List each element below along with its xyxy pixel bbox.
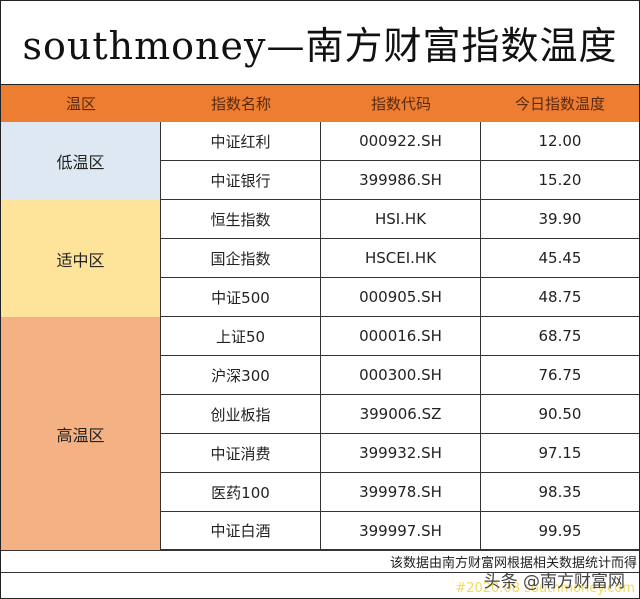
index-name: 创业板指 <box>161 395 321 433</box>
index-code: 399986.SH <box>321 161 481 199</box>
index-name: 医药100 <box>161 473 321 511</box>
index-code: 399932.SH <box>321 434 481 472</box>
index-name: 国企指数 <box>161 239 321 277</box>
index-temperature: 97.15 <box>538 444 582 462</box>
table-header: 温区 指数名称 指数代码 今日指数温度 <box>1 85 639 122</box>
index-code: 000016.SH <box>321 317 481 355</box>
table-row: 中证500 000905.SH 48.75 <box>161 278 639 317</box>
index-temperature: 39.90 <box>538 210 582 228</box>
table-row: 沪深300 000300.SH 76.75 <box>161 356 639 395</box>
table-row: 中证红利 000922.SH 12.00 <box>161 122 639 161</box>
source-note: 该数据由南方财富网根据相关数据统计而得 <box>1 550 639 573</box>
index-temperature: 45.45 <box>538 249 582 267</box>
index-code: 000905.SH <box>321 278 481 316</box>
index-name: 沪深300 <box>161 356 321 394</box>
table-row: 恒生指数 HSI.HK 39.90 <box>161 200 639 239</box>
index-name: 恒生指数 <box>161 200 321 238</box>
table-row: 创业板指 399006.SZ 90.50 <box>161 395 639 434</box>
index-temperature: 99.95 <box>538 521 582 540</box>
index-name: 中证银行 <box>161 161 321 199</box>
table-row: 中证银行 399986.SH 15.20 <box>161 161 639 200</box>
header-index-name: 指数名称 <box>210 95 271 113</box>
index-code: HSI.HK <box>321 200 481 238</box>
index-temperature: 68.75 <box>538 327 582 345</box>
header-today-temperature: 今日指数温度 <box>514 95 605 113</box>
index-temperature: 12.00 <box>538 132 582 150</box>
index-code: 399997.SH <box>321 512 481 549</box>
header-index-code: 指数代码 <box>370 95 431 113</box>
table-row: 医药100 399978.SH 98.35 <box>161 473 639 512</box>
index-name: 中证500 <box>161 278 321 316</box>
index-name: 中证白酒 <box>161 512 321 549</box>
header-zone: 温区 <box>65 95 96 113</box>
index-temperature: 76.75 <box>538 366 582 384</box>
table-row: 中证白酒 399997.SH 99.95 <box>161 512 639 550</box>
watermark-site: #2020.08 southmoney.com <box>455 581 635 596</box>
index-code: 399006.SZ <box>321 395 481 433</box>
page-title: southmoney—南方财富指数温度 <box>1 1 639 85</box>
index-code: 000300.SH <box>321 356 481 394</box>
index-code: 000922.SH <box>321 122 481 160</box>
index-code: HSCEI.HK <box>321 239 481 277</box>
index-name: 中证消费 <box>161 434 321 472</box>
index-code: 399978.SH <box>321 473 481 511</box>
index-temperature: 15.20 <box>538 171 582 189</box>
zone-mid: 适中区 <box>1 200 161 317</box>
table-row: 中证消费 399932.SH 97.15 <box>161 434 639 473</box>
zone-high: 高温区 <box>1 317 161 550</box>
table-row: 上证50 000016.SH 68.75 <box>161 317 639 356</box>
zone-low: 低温区 <box>1 122 161 200</box>
index-temperature: 98.35 <box>538 483 582 501</box>
index-name: 中证红利 <box>161 122 321 160</box>
table-row: 国企指数 HSCEI.HK 45.45 <box>161 239 639 278</box>
index-temperature: 90.50 <box>538 405 582 423</box>
index-name: 上证50 <box>161 317 321 355</box>
watermark-toutiao: 头条 @南方财富网 <box>483 572 625 592</box>
index-temperature: 48.75 <box>538 288 582 306</box>
